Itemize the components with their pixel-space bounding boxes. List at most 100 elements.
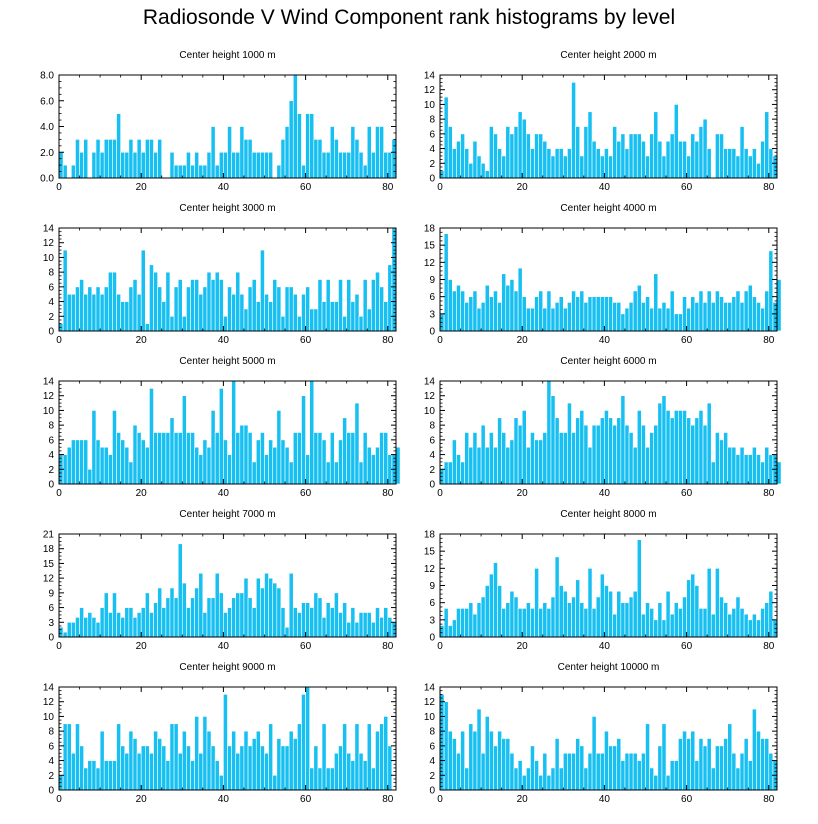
histogram-bar — [206, 151, 212, 179]
histogram-bar — [194, 279, 200, 332]
histogram-bar — [251, 607, 257, 638]
y-tick-label: 14 — [43, 224, 55, 235]
histogram-bar — [530, 745, 535, 791]
histogram-bar — [132, 617, 138, 638]
histogram-bar — [534, 760, 539, 791]
histogram-bar — [517, 267, 523, 332]
panel-title: Center height 4000 m — [560, 203, 656, 214]
histogram-bar — [567, 302, 572, 332]
histogram-bar — [243, 577, 249, 638]
y-tick-label: 6 — [429, 129, 435, 140]
y-tick-label: 10 — [43, 406, 55, 417]
histogram-bar — [140, 607, 146, 638]
histogram-bar — [690, 296, 696, 332]
histogram-bar — [682, 410, 687, 485]
histogram-bar — [227, 607, 232, 638]
histogram-bar — [136, 432, 142, 485]
histogram-bar — [723, 602, 728, 638]
histogram-bar — [379, 432, 384, 485]
histogram-bar — [657, 402, 663, 485]
histogram-bar — [227, 286, 232, 332]
histogram-bar — [75, 439, 80, 485]
y-tick-label: 12 — [424, 85, 436, 96]
histogram-bar — [546, 608, 552, 638]
histogram-bar — [460, 290, 465, 332]
x-tick-label: 60 — [681, 641, 693, 652]
histogram-bar — [243, 139, 249, 179]
y-tick-label: 10 — [424, 712, 436, 723]
x-tick-label: 20 — [136, 182, 148, 193]
histogram-bar — [132, 738, 138, 791]
x-tick-label: 80 — [382, 641, 394, 652]
histogram-bar — [636, 539, 642, 638]
histogram-bar — [567, 602, 572, 638]
histogram-bar — [112, 592, 117, 638]
histogram-bar — [124, 301, 130, 332]
y-tick-label: 2 — [429, 465, 435, 476]
x-tick-label: 40 — [218, 641, 230, 652]
histogram-bar — [521, 410, 527, 485]
histogram-bar — [484, 284, 490, 332]
histogram-bar — [190, 164, 195, 179]
histogram-bar — [87, 286, 93, 332]
histogram-bar — [227, 454, 232, 485]
histogram-bar — [690, 424, 696, 485]
x-tick-label: 20 — [136, 488, 148, 499]
histogram-bar — [58, 626, 64, 638]
histogram-bar — [297, 432, 302, 485]
y-tick-label: 12 — [424, 564, 436, 575]
histogram-bar — [239, 424, 245, 485]
y-tick-label: 14 — [43, 377, 55, 388]
histogram-bar — [280, 745, 286, 791]
histogram-bar — [608, 590, 613, 638]
y-tick-label: 0 — [429, 327, 435, 338]
histogram-bar — [493, 133, 498, 179]
histogram-bar — [268, 723, 274, 791]
histogram-bar — [190, 279, 195, 332]
histogram-bar — [673, 104, 679, 179]
histogram-bar — [764, 446, 770, 485]
histogram-bar — [284, 126, 290, 179]
y-tick-label: 4 — [48, 450, 54, 461]
y-tick-label: 3 — [429, 615, 435, 626]
histogram-bar — [735, 596, 741, 638]
histogram-bar — [550, 596, 556, 638]
histogram-bar — [624, 602, 630, 638]
histogram-bar — [268, 439, 274, 485]
histogram-bar — [334, 592, 339, 638]
histogram-bar — [476, 446, 482, 485]
histogram-bar — [517, 608, 523, 638]
histogram-bar — [366, 612, 372, 638]
histogram-bar — [165, 271, 171, 332]
histogram-bar — [562, 752, 568, 791]
histogram-bar — [686, 155, 691, 179]
histogram-bar — [694, 585, 700, 638]
histogram-bar — [521, 774, 527, 791]
histogram-bar — [317, 767, 323, 791]
histogram-bar — [280, 315, 286, 332]
histogram-bar — [288, 286, 294, 332]
histogram-bar — [562, 432, 568, 485]
histogram-bar — [181, 730, 187, 791]
histogram-bar — [526, 307, 531, 332]
histogram-bar — [628, 432, 634, 485]
histogram-bar — [526, 133, 531, 179]
histogram-bar — [727, 613, 733, 638]
histogram-bar — [223, 439, 228, 485]
histogram-bar — [604, 730, 609, 791]
histogram-bar — [460, 133, 465, 179]
histogram-bar — [214, 572, 220, 638]
histogram-bar — [346, 752, 352, 791]
histogram-bar — [334, 461, 339, 485]
histogram-bar — [743, 148, 749, 179]
histogram-bar — [338, 279, 343, 332]
histogram-bar — [132, 151, 138, 179]
histogram-bar — [476, 708, 482, 791]
histogram-bar — [608, 296, 613, 332]
histogram-bar — [595, 296, 601, 332]
histogram-bar — [95, 286, 101, 332]
histogram-bar — [103, 139, 109, 179]
histogram-bar — [190, 760, 195, 791]
histogram-bar — [497, 585, 502, 638]
histogram-bar — [579, 745, 585, 791]
